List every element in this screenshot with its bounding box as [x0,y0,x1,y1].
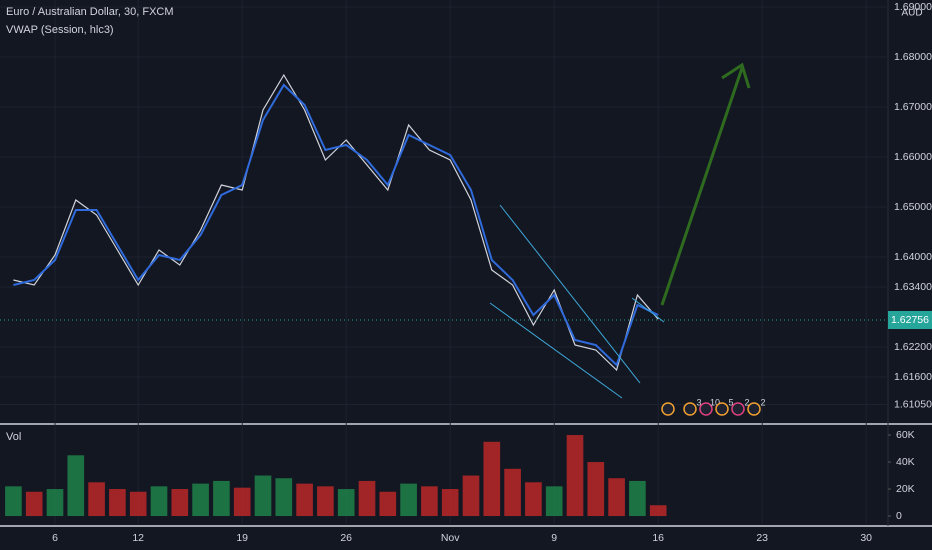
volume-bar [483,441,501,517]
volume-bar [275,478,293,517]
x-tick-label: 30 [860,532,872,544]
volume-bar [358,480,376,517]
volume-bars [5,435,667,517]
volume-bar [504,468,521,517]
volume-bar [545,486,563,517]
event-badge [699,402,713,416]
x-tick-label: 19 [236,532,248,544]
x-tick-label: 26 [340,532,352,544]
volume-bar [337,489,355,517]
volume-label: Vol [6,431,21,443]
arrow-shaft [660,67,744,306]
volume-bar [566,435,584,517]
y-tick-label: 1.68000 [894,51,932,63]
chart-title: Euro / Australian Dollar, 30, FXCM [6,6,174,18]
last-price-label: 1.62756 [891,314,929,326]
volume-bar [233,487,251,517]
volume-bar [441,489,459,517]
volume-bar [317,486,334,517]
volume-bar [109,489,126,517]
volume-bar [525,482,542,517]
grid [0,0,891,524]
volume-bar [25,491,43,517]
volume-bar [587,462,605,517]
event-badges: 3 10 5 2 2 [661,397,766,416]
y-tick-label: 1.69000 [894,1,932,13]
price-line [13,73,659,372]
drawings [489,204,665,399]
volume-bar [46,489,64,517]
y-tick-label: 1.61050 [894,398,932,410]
event-badge [661,402,675,416]
volume-bar [67,455,85,517]
volume-bar [379,491,397,517]
event-count: 3 [696,397,701,407]
y2-tick-label: 60K [896,429,915,441]
x-tick-label: 6 [52,532,58,544]
channel-line [499,204,641,384]
event-count: 2 [744,397,749,407]
x-tick-label: 9 [551,532,557,544]
y-tick-label: 1.63400 [894,281,932,293]
channel-line [489,302,623,399]
x-tick-label: 23 [756,532,768,544]
volume-bar [88,482,105,517]
channel-line [631,297,665,323]
event-badge [683,402,697,416]
y2-tick-label: 20K [896,483,915,495]
x-tick-label: 12 [132,532,144,544]
forecast-arrow [660,62,751,306]
event-badge [731,402,745,416]
volume-bar [629,480,646,517]
price-lines [13,73,659,372]
event-badge [715,402,729,416]
volume-bar [171,489,189,517]
volume-bar [150,486,168,517]
volume-bar [421,486,438,517]
arrow-head [721,62,751,89]
currency-label: AUD [901,8,922,19]
volume-bar [192,483,209,517]
volume-bar [400,483,417,517]
volume-bar [5,486,22,517]
x-axis: 6 12 19 26 Nov 9 16 23 30 [52,532,872,544]
volume-bar [254,475,272,517]
volume-bar [608,478,625,517]
y-tick-label: 1.62200 [894,341,932,353]
volume-bar [649,505,667,517]
y-axis: 1.69000 1.68000 1.67000 1.66000 1.65000 1.640… [894,1,932,522]
y-tick-label: 1.66000 [894,151,932,163]
event-badge [747,402,761,416]
volume-bar [296,483,313,517]
y-tick-label: 1.67000 [894,101,932,113]
x-tick-label: Nov [441,532,460,544]
y-tick-label: 1.65000 [894,201,932,213]
y2-tick-label: 0 [896,510,902,522]
volume-bar [462,475,480,517]
event-count: 5 [728,397,733,407]
x-tick-label: 16 [652,532,664,544]
vwap-line [13,83,659,367]
volume-bar [129,491,147,517]
y-tick-label: 1.64000 [894,251,932,263]
event-count: 10 [710,397,720,407]
last-price-badge [888,311,932,329]
volume-bar [213,480,230,517]
event-count: 2 [760,397,765,407]
y-tick-label: 1.61600 [894,371,932,383]
legend-entry: VWAP (Session, hlc3) [6,24,114,36]
y2-tick-label: 40K [896,456,915,468]
